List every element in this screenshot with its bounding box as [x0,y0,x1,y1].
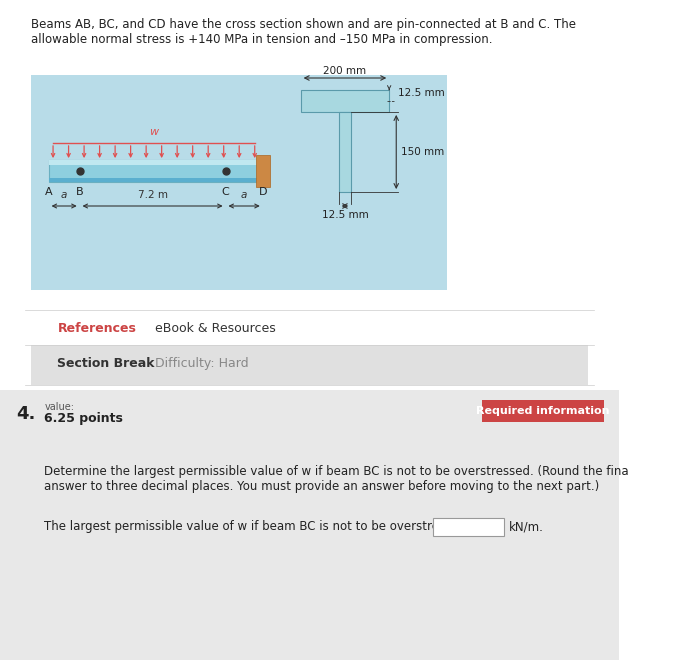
Bar [48,160,261,182]
Text: a: a [241,190,247,200]
Bar [31,345,588,385]
Text: 4.: 4. [16,405,35,423]
Bar [256,155,270,187]
Text: Section Break: Section Break [57,357,155,370]
Bar [433,518,504,536]
Text: D: D [258,187,267,197]
Text: The largest permissible value of w if beam BC is not to be overstressed is: The largest permissible value of w if be… [44,520,480,533]
Text: 6.25 points: 6.25 points [44,412,123,425]
Text: A: A [45,187,52,197]
Bar [31,75,447,290]
Text: Determine the largest permissible value of w if beam BC is not to be overstresse: Determine the largest permissible value … [44,465,629,493]
Text: a: a [61,190,67,200]
Text: Difficulty: Hard: Difficulty: Hard [155,357,248,370]
Text: C: C [222,187,230,197]
Text: value:: value: [44,402,74,412]
Bar [482,400,604,422]
Bar [48,178,261,182]
Text: 150 mm: 150 mm [400,147,444,157]
Text: eBook & Resources: eBook & Resources [155,322,276,335]
Text: 12.5 mm: 12.5 mm [321,210,368,220]
Text: w: w [149,127,158,137]
Text: References: References [57,322,136,335]
Text: 200 mm: 200 mm [323,66,367,76]
Bar [301,90,389,112]
Text: B: B [76,187,83,197]
Bar [48,160,261,165]
Text: 12.5 mm: 12.5 mm [398,88,444,98]
Bar [339,112,351,192]
Text: Beams AB, BC, and CD have the cross section shown and are pin-connected at B and: Beams AB, BC, and CD have the cross sect… [31,18,576,46]
Text: Required information: Required information [476,406,610,416]
Bar [0,390,619,660]
Text: 7.2 m: 7.2 m [138,190,167,200]
Text: kN/m.: kN/m. [509,520,543,533]
